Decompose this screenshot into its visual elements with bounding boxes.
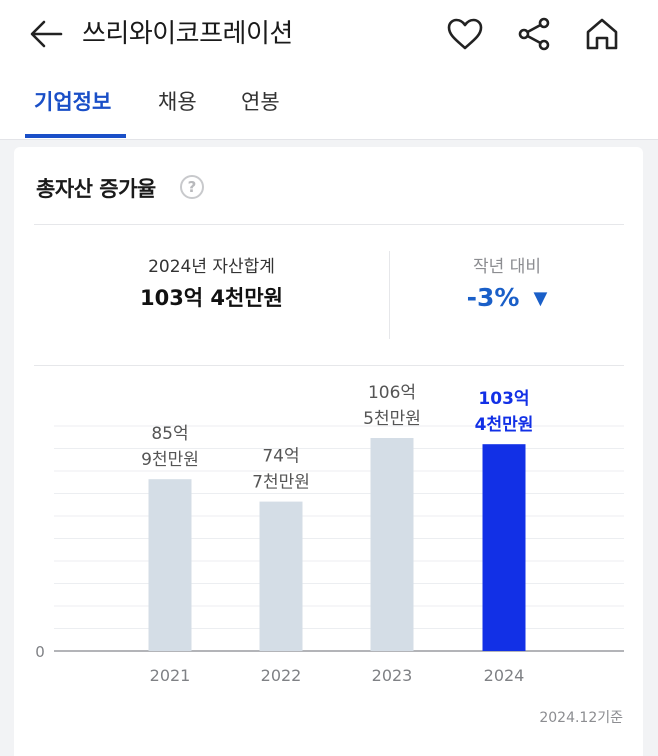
tab-bar: 기업정보 채용 연봉 [0,82,658,140]
bar-value-label: 106억 [368,383,416,403]
total-label: 2024년 자산합계 [148,257,275,277]
share-button[interactable] [512,12,556,56]
active-tab-indicator [25,134,126,138]
x-tick-label: 2023 [372,666,413,685]
card-title: 총자산 증가율 [36,177,156,201]
total-summary: 2024년 자산합계 103억 4천만원 [34,255,389,315]
chart-top-divider [34,365,624,366]
y-tick-label: 0 [35,643,45,661]
total-value: 103억 4천만원 [139,286,284,310]
bar-2024 [482,444,526,651]
bar-2023 [370,438,414,651]
total-assets-card: 총자산 증가율 ? 2024년 자산합계 103억 4천만원 작년 대비 -3%… [14,147,643,756]
favorite-button[interactable] [443,12,487,56]
home-icon [586,18,618,50]
bar-2022 [259,501,303,651]
tab-recruitment[interactable]: 채용 [158,90,197,114]
bar-value-label: 9천만원 [141,450,199,470]
bar-value-label: 74억 [262,447,299,467]
tab-salary[interactable]: 연봉 [241,90,280,114]
summary-divider [389,251,390,339]
title-divider [34,224,624,225]
x-tick-label: 2022 [261,666,302,685]
reference-date-note: 2024.12기준 [539,710,623,726]
tab-company-info[interactable]: 기업정보 [34,90,112,114]
heart-icon [447,18,483,50]
company-title: 쓰리와이코프레이션 [82,19,293,49]
share-icon [518,17,550,51]
back-button[interactable] [26,14,66,54]
arrow-left-icon [30,20,63,48]
x-tick-label: 2024 [484,666,525,685]
down-triangle-icon: ▼ [533,288,548,309]
top-bar: 쓰리와이코프레이션 기업정보 채용 연봉 [0,0,658,140]
bar-2021 [148,479,192,651]
change-value: -3% [466,283,520,312]
change-label: 작년 대비 [473,257,541,277]
bar-value-label: 85억 [151,424,188,444]
home-button[interactable] [580,12,624,56]
bar-value-label: 7천만원 [252,473,310,493]
bar-value-label: 103억 [478,389,529,409]
x-tick-label: 2021 [150,666,191,685]
help-icon[interactable]: ? [180,175,204,199]
bar-value-label: 4천만원 [475,415,534,435]
assets-bar-chart: 0 85억 9천만원 2021 74억 7천만원 2022 106억 5천만원 2023 103억 4… [35,383,624,685]
change-summary: 작년 대비 -3% ▼ [390,255,624,318]
bar-value-label: 5천만원 [363,409,421,429]
